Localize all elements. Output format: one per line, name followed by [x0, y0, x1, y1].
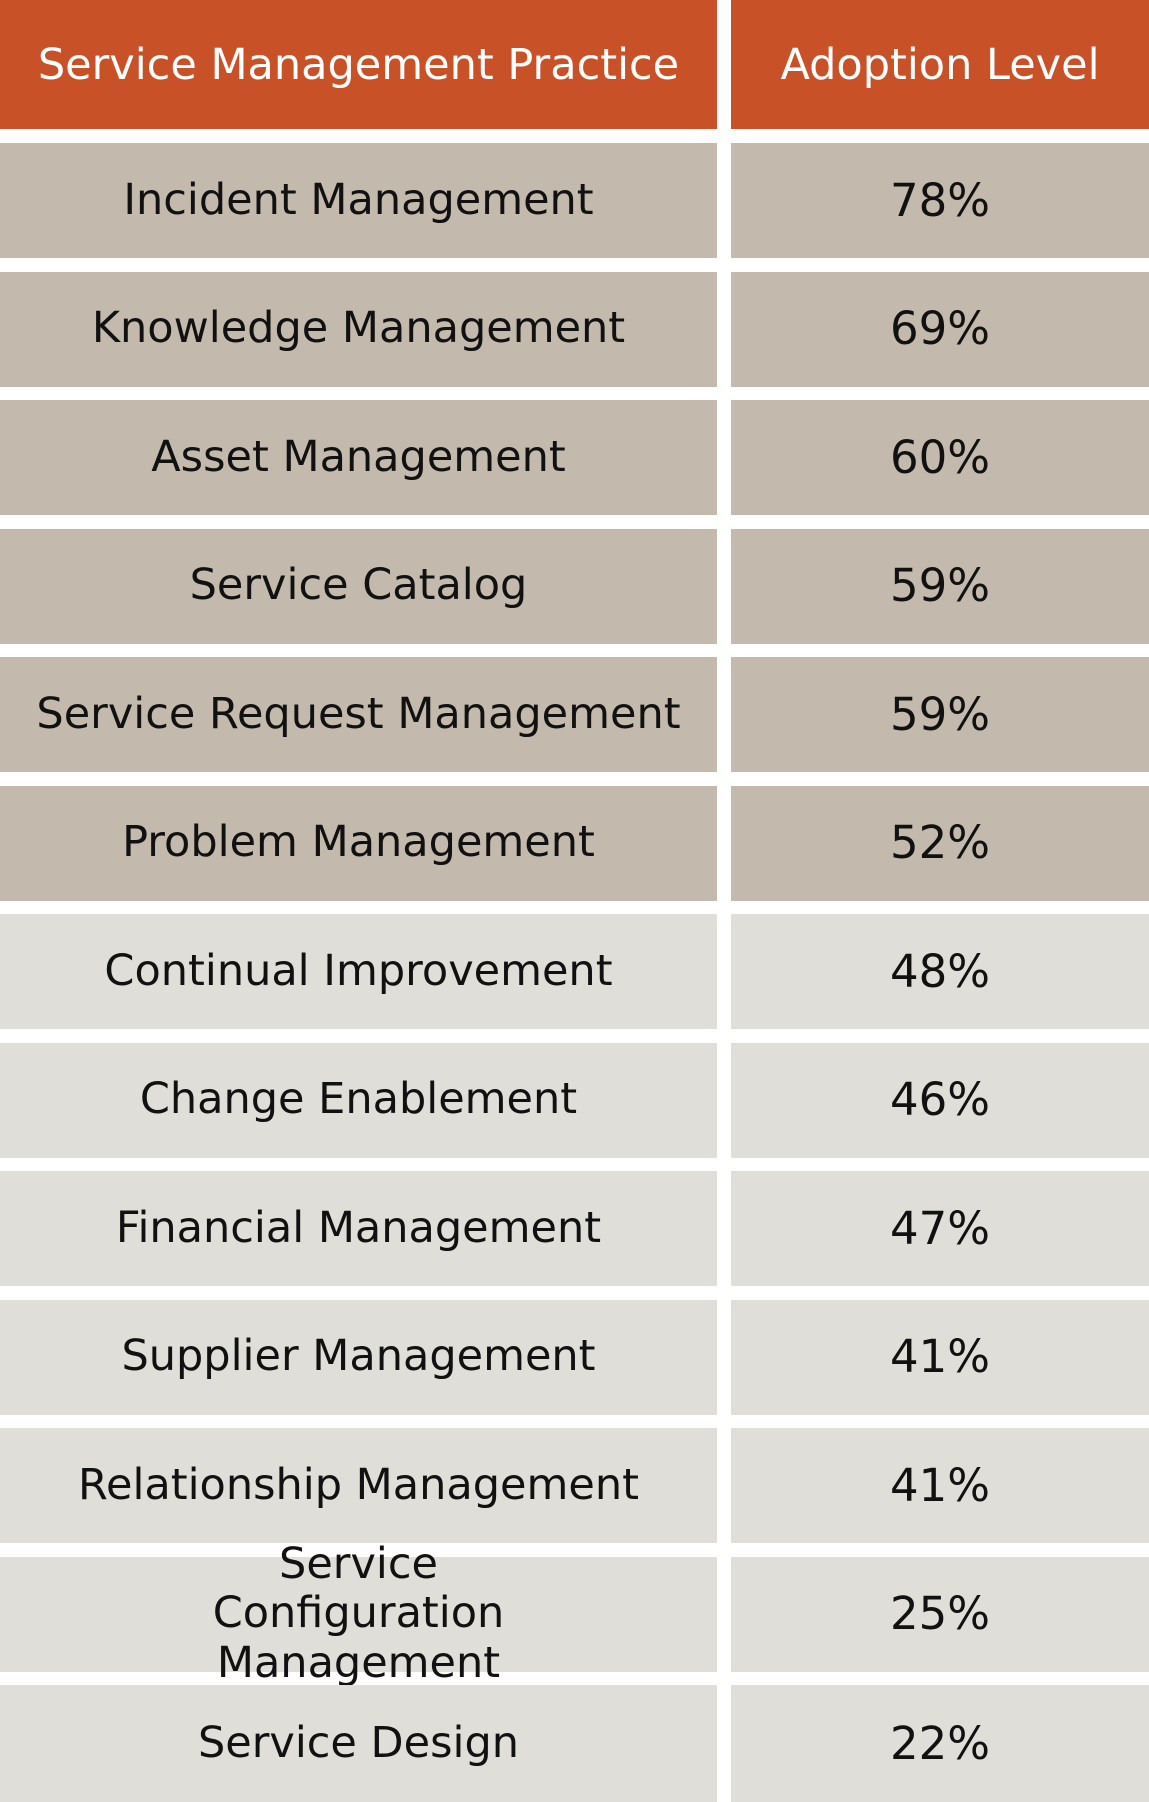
adoption-cell: 25% [731, 1556, 1149, 1672]
table-row: Knowledge Management 69% [0, 271, 1149, 387]
practice-cell: Change Enablement [0, 1042, 717, 1158]
practice-cell: Service Design [0, 1685, 717, 1802]
header-practice: Service Management Practice [0, 0, 717, 129]
adoption-cell: 52% [731, 785, 1149, 901]
table-row: Supplier Management 41% [0, 1299, 1149, 1415]
table-row: Financial Management 47% [0, 1171, 1149, 1286]
adoption-cell: 46% [731, 1042, 1149, 1158]
table-row: Service Request Management 59% [0, 657, 1149, 772]
adoption-cell: 47% [731, 1171, 1149, 1286]
practice-cell: Problem Management [0, 785, 717, 901]
practice-cell: Service Configuration Management [0, 1539, 717, 1687]
table-header-row: Service Management Practice Adoption Lev… [0, 0, 1149, 129]
practice-cell: Relationship Management [0, 1428, 717, 1543]
adoption-cell: 41% [731, 1428, 1149, 1543]
table-row: Incident Management 78% [0, 143, 1149, 258]
adoption-cell: 59% [731, 657, 1149, 772]
practice-cell: Service Catalog [0, 528, 717, 644]
adoption-cell: 22% [731, 1685, 1149, 1802]
practice-cell: Knowledge Management [0, 271, 717, 387]
practice-cell: Financial Management [0, 1171, 717, 1286]
table-row: Relationship Management 41% [0, 1428, 1149, 1543]
table-row: Service Configuration Management 25% [0, 1539, 1149, 1687]
adoption-cell: 59% [731, 528, 1149, 644]
practice-cell: Asset Management [0, 400, 717, 515]
table-row: Problem Management 52% [0, 785, 1149, 901]
adoption-cell: 69% [731, 271, 1149, 387]
adoption-cell: 48% [731, 914, 1149, 1029]
table-row: Asset Management 60% [0, 400, 1149, 515]
table-row: Continual Improvement 48% [0, 914, 1149, 1029]
practice-cell: Incident Management [0, 143, 717, 258]
practice-cell: Continual Improvement [0, 914, 717, 1029]
table-row: Change Enablement 46% [0, 1042, 1149, 1158]
table-row: Service Design 22% [0, 1685, 1149, 1802]
adoption-cell: 41% [731, 1299, 1149, 1415]
adoption-cell: 78% [731, 143, 1149, 258]
adoption-cell: 60% [731, 400, 1149, 515]
header-adoption-level: Adoption Level [731, 0, 1149, 129]
table-row: Service Catalog 59% [0, 528, 1149, 644]
practice-cell: Service Request Management [0, 657, 717, 772]
practice-cell: Supplier Management [0, 1299, 717, 1415]
